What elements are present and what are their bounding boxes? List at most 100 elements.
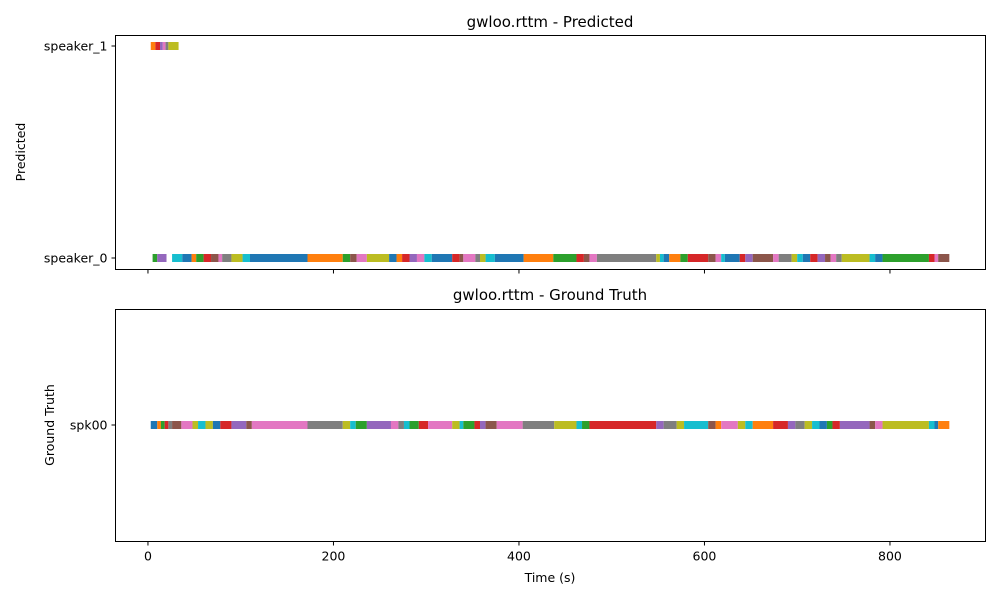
segment-speaker_0-28 (416, 254, 425, 262)
segment-speaker_0-39 (553, 254, 577, 262)
segment-speaker_0-44 (656, 254, 660, 262)
segment-speaker_0-33 (463, 254, 476, 262)
segment-spk00-9 (205, 421, 213, 429)
predicted-plot-area (115, 35, 986, 270)
segment-spk00-37 (589, 421, 657, 429)
segment-speaker_0-45 (659, 254, 664, 262)
segment-speaker_0-59 (791, 254, 798, 262)
segment-speaker_0-55 (745, 254, 753, 262)
segment-speaker_0-40 (576, 254, 584, 262)
segment-speaker_0-43 (596, 254, 657, 262)
segment-spk00-46 (745, 421, 753, 429)
segment-speaker_0-61 (802, 254, 811, 262)
segment-spk00-25 (428, 421, 453, 429)
segment-spk00-42 (708, 421, 716, 429)
segment-speaker_1-3 (162, 42, 166, 50)
segment-speaker_0-7 (157, 254, 167, 262)
panel-predicted: gwloo.rttm - Predicted speaker_0speaker_… (13, 13, 986, 274)
segment-spk00-45 (737, 421, 746, 429)
segment-spk00-5 (172, 421, 182, 429)
segment-speaker_1-2 (160, 42, 163, 50)
segment-spk00-29 (474, 421, 481, 429)
segment-speaker_0-58 (778, 254, 792, 262)
segment-spk00-7 (192, 421, 199, 429)
segment-spk00-16 (342, 421, 351, 429)
x-axis-label: Time (s) (524, 570, 576, 585)
segment-spk00-40 (676, 421, 685, 429)
segment-speaker_0-47 (669, 254, 681, 262)
segment-spk00-15 (307, 421, 343, 429)
segment-spk00-52 (812, 421, 820, 429)
segment-speaker_0-68 (869, 254, 876, 262)
segment-speaker_0-63 (817, 254, 826, 262)
segment-spk00-44 (721, 421, 738, 429)
segment-spk00-61 (934, 421, 939, 429)
segment-speaker_0-27 (409, 254, 417, 262)
segment-spk00-43 (715, 421, 722, 429)
segment-speaker_0-25 (396, 254, 403, 262)
segment-spk00-60 (928, 421, 935, 429)
segment-spk00-55 (832, 421, 840, 429)
segment-speaker_0-41 (583, 254, 590, 262)
segment-speaker_0-22 (356, 254, 367, 262)
predicted-axes-frame (115, 35, 986, 270)
segment-speaker_0-8 (172, 254, 183, 262)
segment-speaker_0-6 (152, 254, 158, 262)
predicted-title: gwloo.rttm - Predicted (467, 13, 634, 31)
segment-spk00-50 (795, 421, 805, 429)
segment-spk00-58 (875, 421, 883, 429)
segment-spk00-47 (752, 421, 774, 429)
segment-speaker_0-48 (680, 254, 688, 262)
segment-spk00-56 (839, 421, 870, 429)
segment-spk00-13 (246, 421, 252, 429)
segment-speaker_0-51 (715, 254, 722, 262)
segment-speaker_0-67 (841, 254, 870, 262)
segment-spk00-57 (869, 421, 876, 429)
segment-spk00-21 (398, 421, 404, 429)
ground-truth-y-ticks: spk00 (70, 418, 116, 433)
y-tick-label: speaker_1 (44, 39, 108, 54)
segment-speaker_0-34 (475, 254, 481, 262)
segment-speaker_0-24 (389, 254, 397, 262)
segment-spk00-33 (522, 421, 555, 429)
segment-spk00-36 (582, 421, 590, 429)
segment-speaker_1-5 (168, 42, 179, 50)
segment-speaker_0-50 (708, 254, 716, 262)
segment-speaker_0-14 (218, 254, 223, 262)
segment-spk00-11 (220, 421, 232, 429)
segment-spk00-48 (773, 421, 788, 429)
segment-spk00-53 (819, 421, 827, 429)
segment-speaker_1-0 (150, 42, 156, 50)
segment-spk00-3 (164, 421, 169, 429)
x-tick-label: 800 (878, 549, 902, 564)
predicted-segments (150, 42, 950, 262)
segment-spk00-39 (663, 421, 677, 429)
segment-speaker_0-38 (523, 254, 554, 262)
segment-speaker_0-54 (739, 254, 746, 262)
segment-speaker_0-20 (342, 254, 351, 262)
segment-speaker_0-9 (182, 254, 192, 262)
segment-spk00-28 (463, 421, 475, 429)
segment-speaker_0-12 (203, 254, 212, 262)
segment-speaker_0-31 (452, 254, 460, 262)
segment-speaker_0-36 (485, 254, 495, 262)
segment-spk00-6 (181, 421, 193, 429)
segment-spk00-0 (150, 421, 158, 429)
segment-spk00-27 (459, 421, 464, 429)
segment-spk00-4 (168, 421, 173, 429)
segment-speaker_0-69 (875, 254, 883, 262)
segment-speaker_0-19 (307, 254, 343, 262)
segment-speaker_0-53 (724, 254, 740, 262)
segment-speaker_0-26 (402, 254, 410, 262)
segment-speaker_0-56 (752, 254, 774, 262)
segment-spk00-38 (656, 421, 664, 429)
segment-spk00-22 (403, 421, 410, 429)
segment-speaker_0-16 (231, 254, 243, 262)
segment-speaker_0-29 (424, 254, 432, 262)
segment-speaker_0-57 (773, 254, 779, 262)
segment-speaker_0-32 (459, 254, 464, 262)
segment-speaker_0-72 (934, 254, 939, 262)
segment-speaker_1-4 (165, 42, 169, 50)
segment-spk00-17 (350, 421, 356, 429)
segment-spk00-35 (576, 421, 583, 429)
